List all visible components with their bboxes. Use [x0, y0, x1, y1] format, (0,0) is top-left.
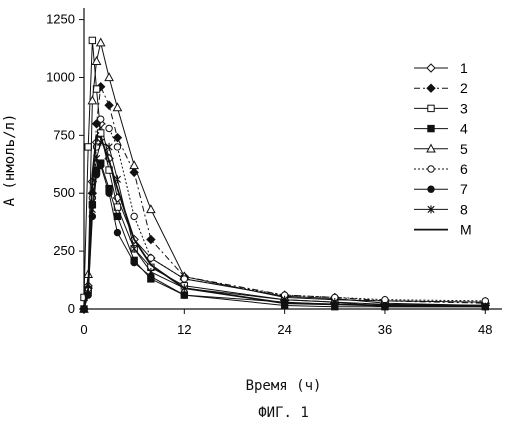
series-5: [79, 37, 491, 313]
series-line: [83, 133, 486, 310]
legend-label: 6: [460, 161, 468, 177]
series-line: [83, 42, 486, 310]
legend-label: 7: [460, 181, 468, 197]
data-point: [130, 212, 138, 221]
x-axis-label: Время (ч): [245, 378, 322, 394]
y-tick-label: 500: [53, 185, 75, 200]
data-point: [427, 104, 435, 113]
data-point: [91, 56, 102, 65]
y-axis-label: A (нмоль/л): [2, 114, 18, 207]
legend-label: 8: [460, 201, 468, 217]
data-point: [112, 102, 123, 112]
y-tick-label: 1250: [46, 12, 75, 27]
series-8: [80, 138, 489, 313]
data-point: [180, 275, 189, 283]
legend-item-8: 8: [414, 201, 468, 217]
legend-label: 2: [460, 80, 468, 96]
data-point: [146, 204, 156, 214]
series-3: [80, 36, 489, 310]
data-point: [427, 165, 435, 173]
legend-label: M: [460, 222, 472, 238]
data-point: [87, 95, 98, 105]
data-point: [381, 302, 389, 311]
series-line: [83, 123, 486, 310]
data-point: [147, 267, 155, 276]
data-point: [105, 124, 113, 133]
legend-item-7: 7: [414, 181, 468, 197]
series-line: [83, 117, 486, 310]
data-point: [129, 160, 139, 170]
legend: 1 2 3 4 5 6 7 8 M: [414, 60, 472, 238]
data-point: [113, 212, 122, 221]
data-point: [426, 143, 436, 153]
data-point: [95, 37, 106, 47]
series-M: [83, 133, 486, 310]
y-tick-label: 250: [53, 243, 75, 258]
data-point: [105, 189, 113, 197]
data-point: [97, 129, 105, 137]
y-tick-label: 1000: [46, 69, 75, 84]
data-point: [130, 258, 138, 267]
data-point: [97, 115, 105, 123]
data-point: [84, 143, 92, 151]
data-point: [481, 302, 489, 311]
series-line: [83, 84, 486, 310]
x-tick-label: 48: [478, 322, 492, 337]
legend-label: 3: [460, 100, 468, 116]
data-point: [427, 205, 435, 214]
series-6: [80, 115, 489, 313]
data-point: [92, 171, 101, 179]
x-tick-label: 24: [277, 322, 291, 337]
series-line: [83, 161, 486, 310]
legend-label: 1: [460, 60, 468, 76]
series-line: [83, 141, 486, 310]
data-point: [427, 185, 435, 193]
data-point: [105, 142, 113, 151]
legend-item-1: 1: [414, 60, 468, 76]
series-layer: [79, 36, 491, 314]
series-line: [83, 163, 486, 310]
legend-label: 4: [460, 121, 468, 137]
data-point: [113, 143, 122, 151]
data-point: [104, 100, 114, 110]
legend-item-5: 5: [414, 141, 468, 157]
y-tick-label: 750: [53, 127, 75, 142]
series-2: [79, 82, 490, 314]
x-tick-label: 36: [378, 322, 392, 337]
legend-label: 5: [460, 141, 468, 157]
data-point: [113, 228, 122, 237]
data-point: [426, 63, 436, 73]
data-point: [88, 36, 97, 45]
legend-item-M: M: [414, 222, 472, 238]
data-point: [130, 244, 138, 253]
data-point: [426, 83, 436, 93]
x-tick-label: 12: [177, 322, 191, 337]
data-point: [112, 132, 123, 143]
data-point: [427, 124, 435, 133]
series-line: [83, 40, 486, 306]
data-point: [146, 234, 156, 245]
legend-item-4: 4: [414, 121, 468, 137]
data-point: [97, 161, 105, 170]
x-tick-label: 0: [80, 322, 87, 337]
legend-item-2: 2: [414, 80, 468, 96]
data-point: [104, 72, 114, 82]
figure-caption: ФИГ. 1: [258, 405, 309, 421]
legend-item-6: 6: [414, 161, 468, 177]
data-point: [147, 254, 155, 262]
y-tick-label: 0: [68, 301, 75, 316]
legend-item-3: 3: [414, 100, 468, 116]
data-point: [180, 291, 189, 299]
